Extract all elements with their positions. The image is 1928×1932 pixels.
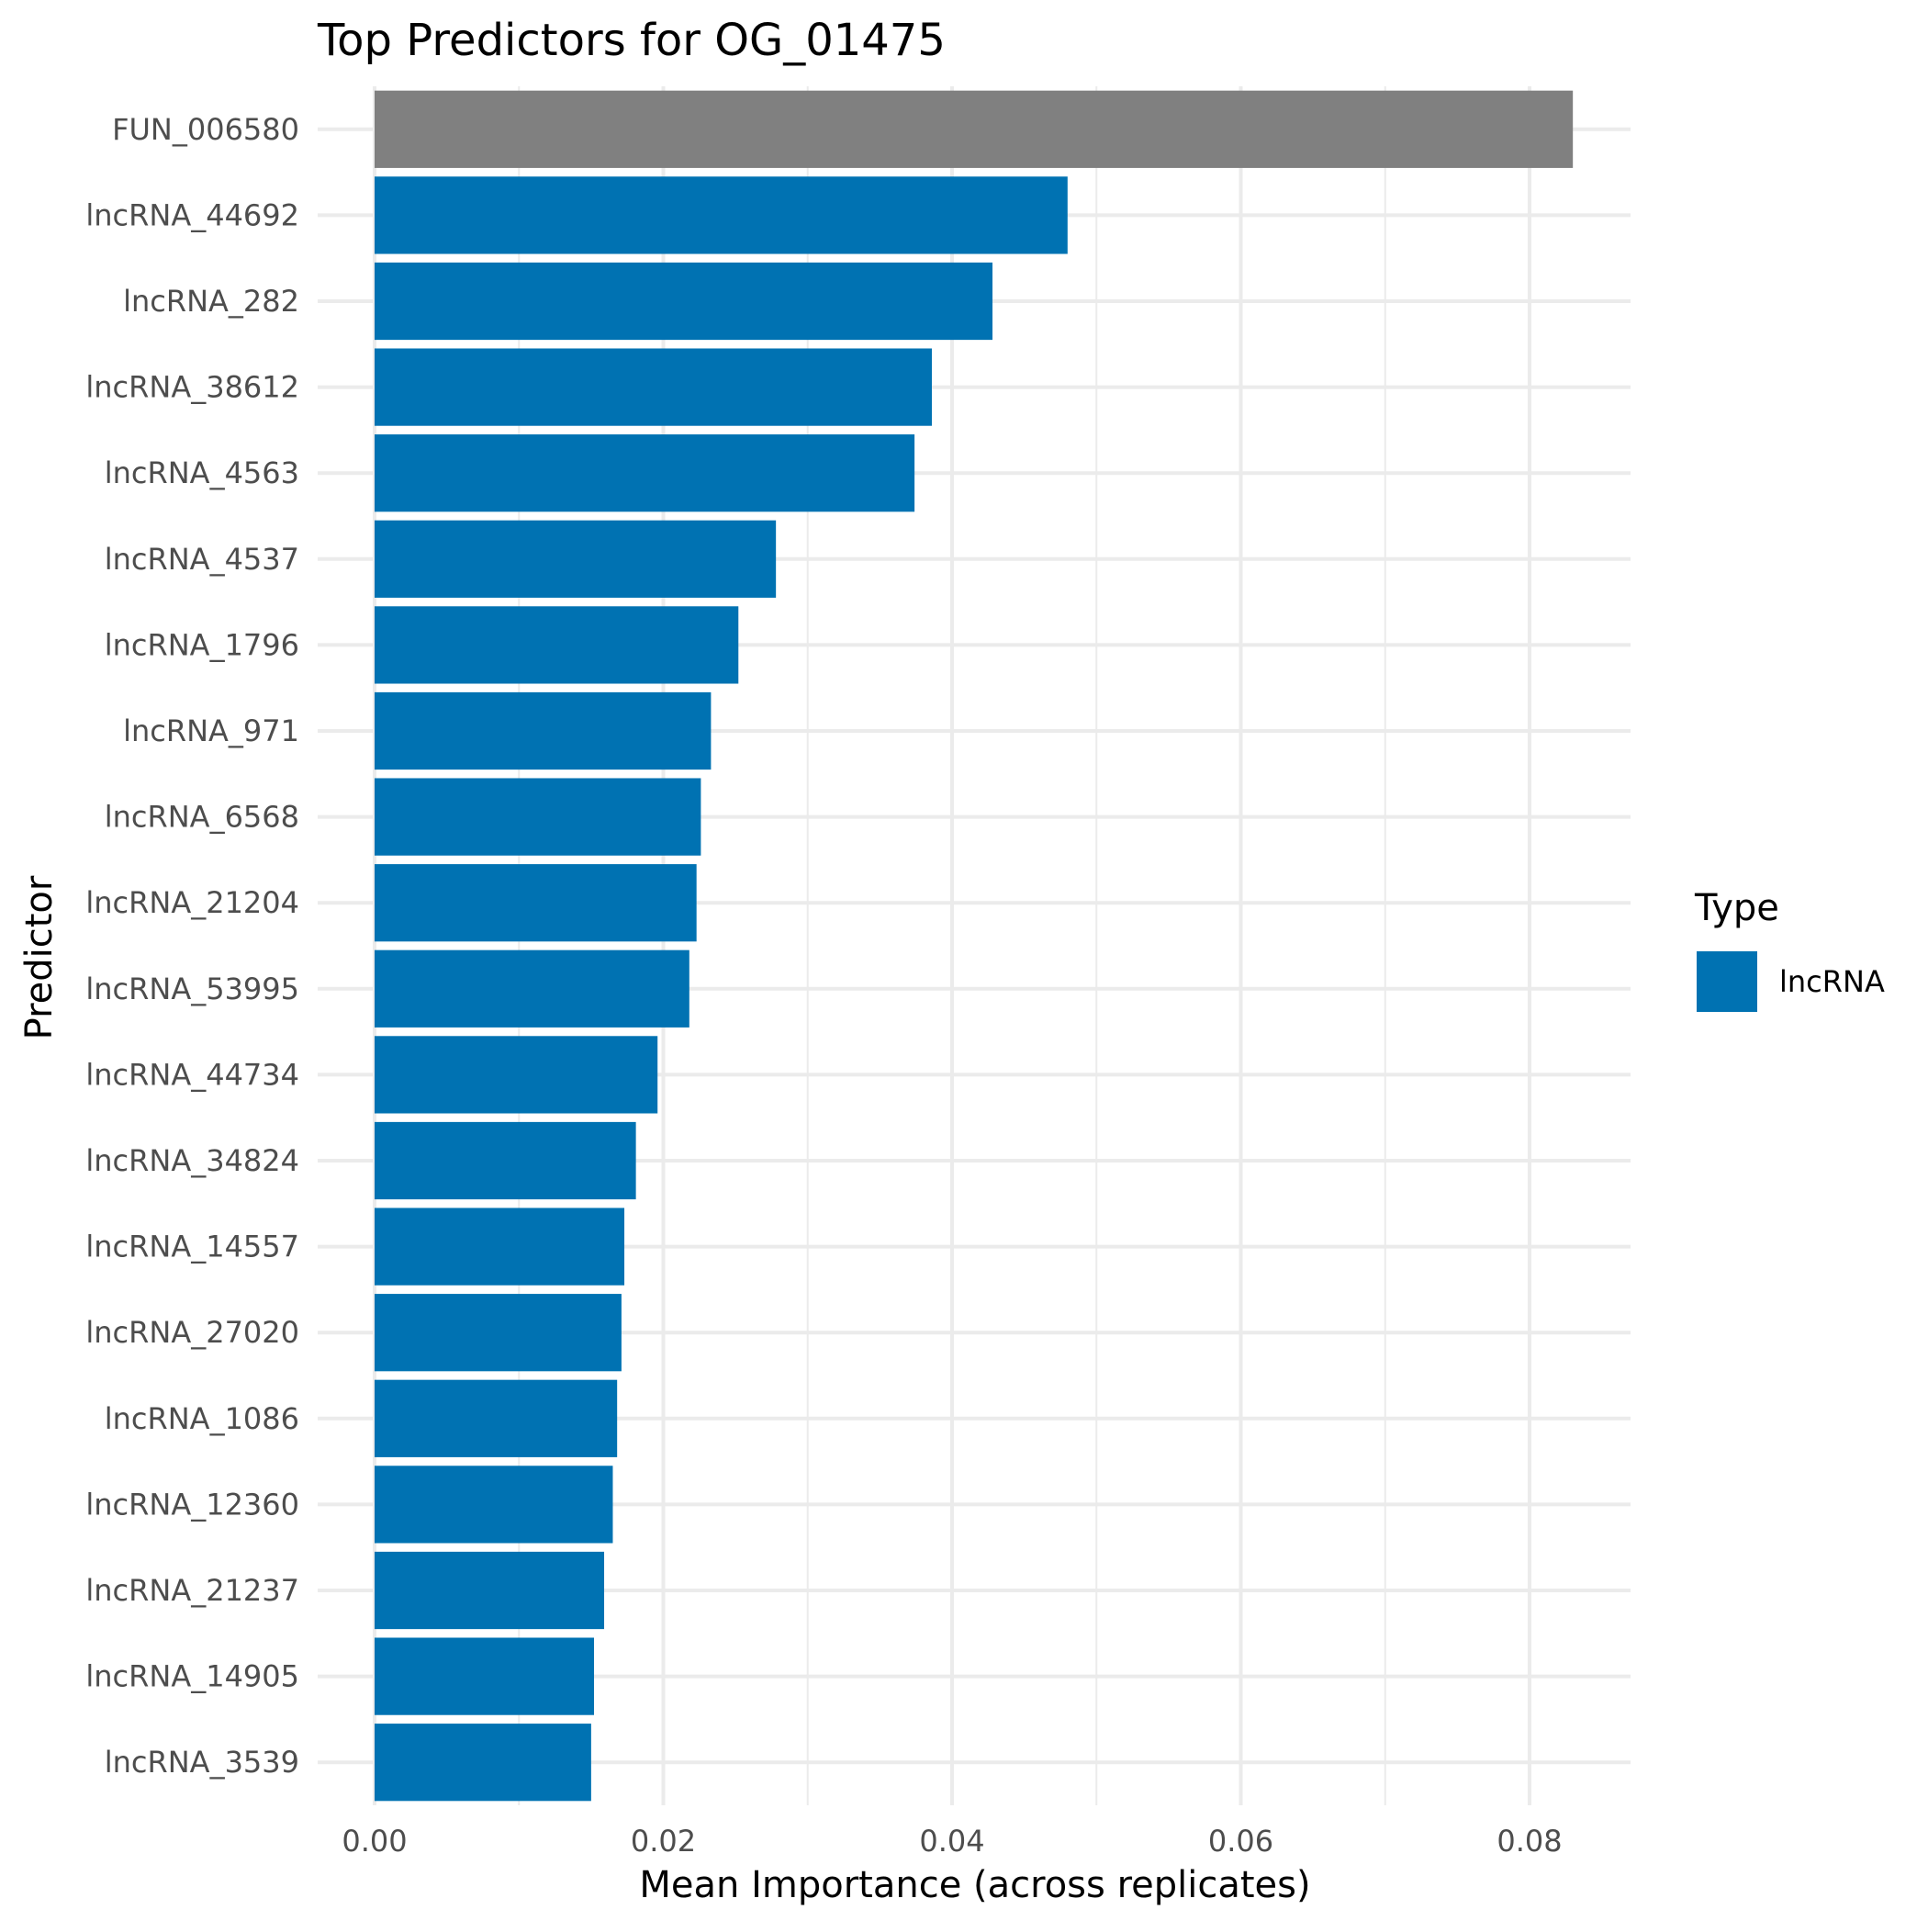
x-tick-label: 0.08 [1496,1824,1562,1859]
bar-lncrna-971 [375,691,712,770]
bar-lncrna-1796 [375,606,739,684]
bar-lncrna-1086 [375,1379,618,1457]
y-tick-label: lncRNA_14557 [85,1230,299,1264]
legend-label-lncrna: lncRNA [1779,964,1885,999]
bar-lncrna-38612 [375,348,932,426]
x-tick-label: 0.06 [1208,1824,1273,1859]
y-tick-label: FUN_006580 [112,112,299,147]
y-tick-label: lncRNA_12360 [85,1487,299,1522]
legend: Type lncRNA [1694,887,1885,1012]
y-tick-label: lncRNA_44692 [85,197,299,232]
y-tick-label: lncRNA_3539 [105,1745,299,1780]
x-tick-label: 0.02 [631,1824,696,1859]
legend-swatch-lncrna [1697,951,1757,1012]
bar-lncrna-44692 [375,176,1068,254]
y-tick-label: lncRNA_4537 [105,542,299,577]
bar-lncrna-53995 [375,949,689,1028]
bar-lncrna-44734 [375,1036,658,1114]
x-tick-label: 0.04 [919,1824,984,1859]
bar-lncrna-34824 [375,1121,636,1200]
y-tick-label: lncRNA_27020 [85,1315,299,1350]
y-tick-label: lncRNA_53995 [85,972,299,1006]
bar-lncrna-21204 [375,864,697,942]
bar-lncrna-282 [375,262,993,341]
x-axis-tick-labels: 0.00 0.02 0.04 0.06 0.08 [342,1824,1562,1859]
bar-lncrna-14905 [375,1637,595,1715]
y-axis-title: Predictor [18,875,61,1039]
y-tick-label: lncRNA_282 [123,284,299,319]
y-tick-label: lncRNA_1086 [105,1401,299,1436]
y-tick-label: lncRNA_34824 [85,1143,299,1178]
y-tick-label: lncRNA_21237 [85,1573,299,1608]
y-tick-label: lncRNA_44734 [85,1057,299,1092]
x-axis-title: Mean Importance (across replicates) [639,1864,1310,1906]
grid-lines [318,86,1631,1805]
y-tick-label: lncRNA_971 [123,713,299,748]
y-tick-label: lncRNA_38612 [85,370,299,405]
bar-lncrna-4537 [375,520,777,598]
bar-lncrna-6568 [375,778,701,856]
x-tick-label: 0.00 [342,1824,407,1859]
bars [375,90,1574,1802]
bar-fun-006580 [375,90,1574,168]
y-tick-label: lncRNA_14905 [85,1659,299,1694]
bar-lncrna-27020 [375,1294,622,1372]
y-tick-label: lncRNA_4563 [105,455,299,490]
y-tick-label: lncRNA_1796 [105,627,299,662]
legend-title: Type [1694,887,1779,929]
y-tick-label: lncRNA_6568 [105,800,299,835]
chart-title: Top Predictors for OG_01475 [317,15,946,66]
bar-lncrna-12360 [375,1466,613,1544]
y-axis-tick-labels: FUN_006580 lncRNA_44692 lncRNA_282 lncRNA_3… [85,112,299,1780]
bar-lncrna-14557 [375,1208,625,1286]
bar-lncrna-3539 [375,1724,591,1802]
y-tick-label: lncRNA_21204 [85,885,299,920]
bar-lncrna-4563 [375,434,915,512]
bar-lncrna-21237 [375,1551,605,1630]
